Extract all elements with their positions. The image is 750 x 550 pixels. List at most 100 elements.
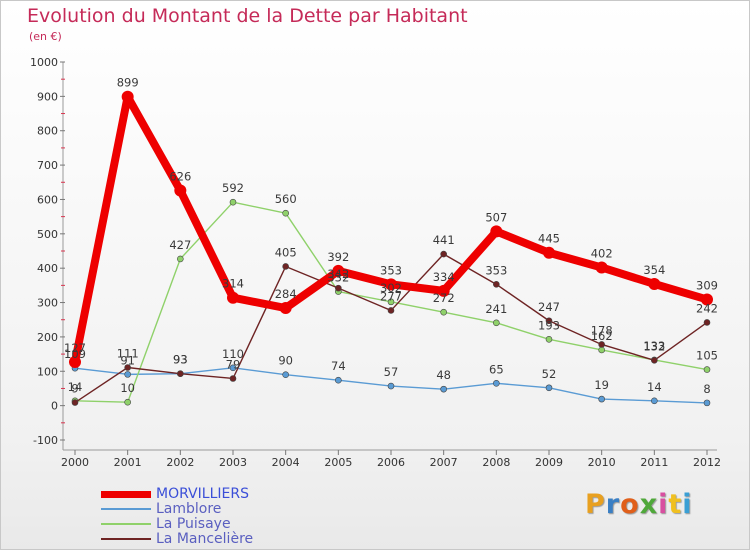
data-point-morvilliers [543,246,555,259]
data-point-la-manceliere [229,375,237,382]
y-tick-label: -100 [33,434,58,447]
logo-letter: i [658,489,669,520]
logo-letter: i [682,489,693,520]
data-label-la-puisaye: 272 [433,291,455,305]
proxiti-logo: Proxiti [585,489,693,520]
x-tick-label: 2010 [588,456,616,469]
data-point-la-manceliere [651,356,658,364]
data-label-lamblore: 74 [331,359,346,373]
data-label-la-manceliere: 342 [327,267,349,281]
data-label-la-manceliere: 132 [643,339,665,353]
data-label-lamblore: 48 [436,368,451,382]
y-tick-label: 100 [37,365,58,378]
data-label-la-puisaye: 133 [643,339,665,353]
data-point-lamblore [229,364,237,372]
data-point-lamblore [545,384,553,392]
data-point-la-manceliere [493,281,500,288]
logo-letter: o [620,489,640,520]
data-point-lamblore [282,371,289,379]
series-line-morvilliers [71,92,709,363]
data-label-la-manceliere: 441 [433,233,455,247]
x-tick-label: 2005 [324,456,352,469]
data-label-la-manceliere: 353 [485,263,507,277]
data-label-la-puisaye: 193 [538,318,560,332]
data-point-morvilliers [648,277,661,290]
legend-label: La Mancelière [156,531,254,547]
data-point-la-puisaye [282,209,289,217]
data-point-lamblore [387,382,395,390]
data-label-la-puisaye: 14 [68,380,83,394]
data-point-lamblore [651,397,658,405]
y-tick-label: 900 [37,90,58,103]
legend-swatch [101,538,151,540]
data-label-la-manceliere: 178 [591,323,613,337]
data-point-morvilliers [174,184,187,197]
data-label-morvilliers: 899 [117,76,139,90]
data-point-la-manceliere [545,317,553,325]
data-point-la-manceliere [335,284,342,292]
x-tick-label: 2008 [482,456,510,469]
data-point-la-manceliere [598,341,605,348]
data-point-morvilliers [121,90,134,103]
data-label-la-manceliere: 93 [173,353,188,367]
data-label-la-puisaye: 560 [275,192,297,206]
data-point-morvilliers [437,284,450,297]
chart-title: Evolution du Montant de la Dette par Hab… [27,5,468,27]
data-label-lamblore: 14 [647,380,662,394]
y-tick-label: 200 [37,331,58,344]
data-point-la-puisaye [229,198,237,206]
legend-swatch [101,490,151,498]
y-tick-label: 700 [37,159,58,172]
data-label-lamblore: 109 [64,347,86,361]
x-tick-label: 2012 [693,456,721,469]
data-label-la-puisaye: 10 [120,381,135,395]
y-tick-label: 800 [37,125,58,138]
data-point-la-manceliere [440,250,447,258]
x-tick-label: 2009 [535,456,563,469]
data-point-morvilliers [279,302,292,315]
data-label-la-puisaye: 332 [327,271,349,285]
data-point-la-puisaye [703,366,711,373]
data-label-la-puisaye: 302 [380,281,402,295]
y-tick-label: 600 [37,193,58,206]
y-tick-label: 500 [37,228,58,241]
data-point-morvilliers [385,278,397,291]
data-point-la-manceliere [124,364,131,371]
data-label-la-puisaye: 105 [696,349,718,363]
data-point-morvilliers [332,264,345,277]
data-label-lamblore: 52 [542,367,557,381]
legend-label: La Puisaye [156,516,231,532]
y-tick-label: 0 [51,400,58,413]
data-point-la-manceliere [71,399,79,406]
data-point-lamblore [703,399,711,407]
x-tick-label: 2000 [61,456,89,469]
x-tick-label: 2011 [640,456,668,469]
data-label-lamblore: 90 [278,354,293,368]
data-label-la-puisaye: 241 [485,302,507,316]
data-label-lamblore: 19 [594,378,609,392]
data-point-morvilliers [490,225,503,238]
data-point-la-puisaye [124,398,131,406]
data-label-lamblore: 93 [173,353,188,367]
x-tick-label: 2007 [430,456,458,469]
data-label-morvilliers: 314 [222,277,244,291]
data-point-la-puisaye [440,308,447,316]
data-label-la-manceliere: 247 [538,300,560,314]
data-point-la-manceliere [177,370,184,377]
data-point-la-puisaye [177,255,184,263]
data-point-lamblore [440,385,447,393]
data-label-morvilliers: 309 [696,278,718,292]
y-tick-label: 1000 [30,56,58,69]
data-label-la-puisaye: 427 [169,238,191,252]
data-point-morvilliers [227,291,239,304]
data-point-lamblore [124,371,131,378]
data-point-la-puisaye [545,336,553,343]
data-label-morvilliers: 354 [643,263,665,277]
x-tick-label: 2004 [272,456,300,469]
x-tick-label: 2006 [377,456,405,469]
data-point-lamblore [598,395,605,403]
data-label-morvilliers: 445 [538,232,560,246]
data-point-la-manceliere [282,263,289,270]
